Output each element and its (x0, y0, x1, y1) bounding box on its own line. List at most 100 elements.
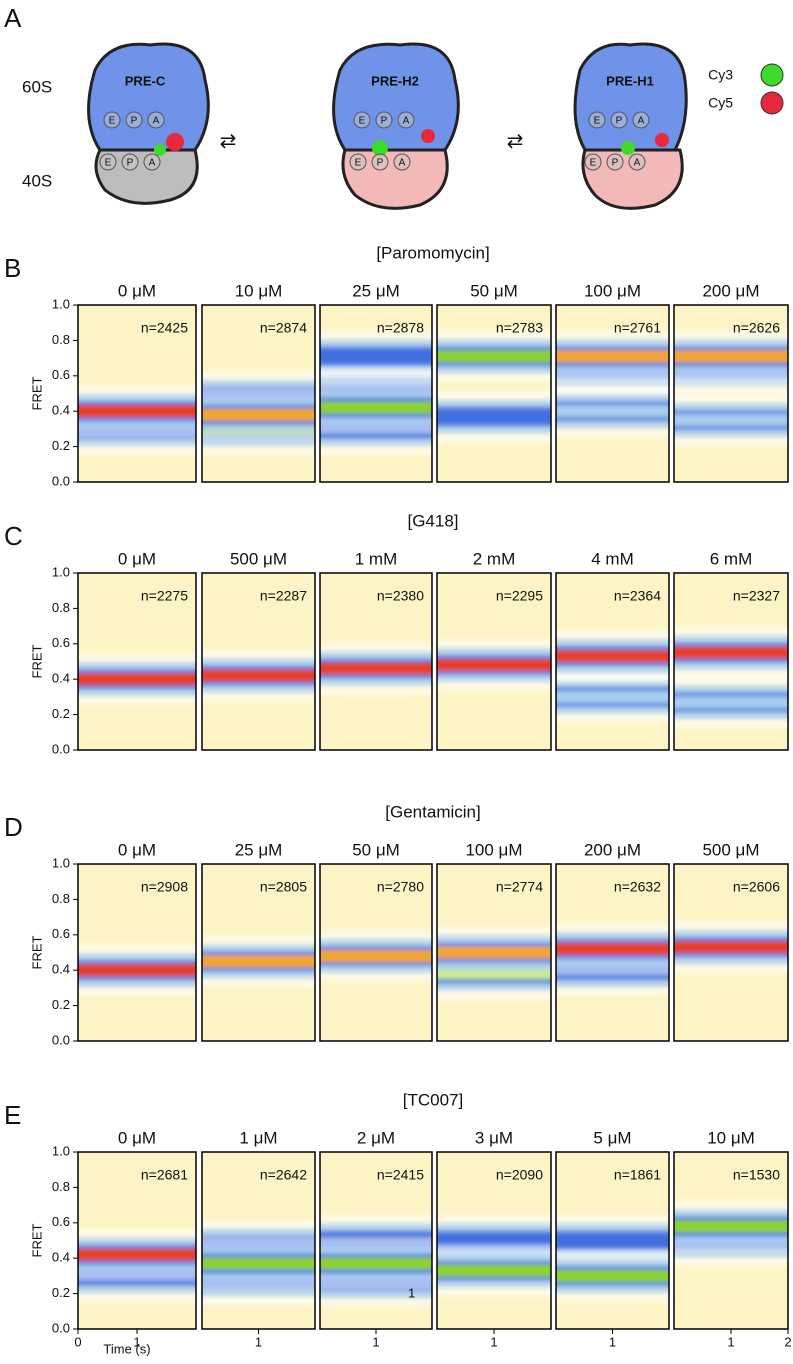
site-label: E (594, 116, 601, 127)
column-label: 3 μM (475, 1128, 513, 1147)
site (99, 153, 117, 171)
site (125, 111, 143, 129)
legend-swatch (760, 63, 784, 87)
y-tick-label: 0.6 (52, 926, 70, 941)
band-core (320, 1257, 432, 1270)
n-label: n=2632 (614, 879, 661, 895)
panel-letter: C (4, 521, 23, 551)
column-label: 10 μM (707, 1128, 755, 1147)
site (628, 153, 646, 171)
bands (556, 330, 669, 438)
site-label: A (403, 116, 410, 127)
contour-panel (673, 1151, 789, 1330)
y-tick-label: 0.4 (52, 1250, 70, 1265)
x-tick-label: 1 (727, 1334, 734, 1349)
contour-panel (555, 1151, 670, 1330)
contour-panel (436, 863, 552, 1042)
site-label: P (131, 116, 138, 127)
bands (320, 930, 432, 983)
panel-frame (673, 572, 789, 751)
n-label: n=2681 (141, 1167, 188, 1183)
bands (437, 1214, 551, 1297)
column-label: 1 μM (239, 1128, 277, 1147)
panel-frame (319, 863, 433, 1042)
y-axis-label: FRET (29, 1223, 44, 1257)
bands (437, 926, 551, 1000)
band-core (556, 650, 669, 663)
column-label: 4 mM (591, 549, 634, 568)
bands (556, 630, 669, 723)
site (588, 111, 606, 129)
site (375, 111, 393, 129)
chart-title: [Paromomycin] (376, 243, 489, 262)
column-label: 50 μM (470, 281, 518, 300)
bands (320, 642, 432, 695)
bands (78, 944, 196, 997)
y-tick-label: 0.6 (52, 1214, 70, 1229)
bands (674, 1200, 788, 1267)
x-tick-label: 2 (784, 1334, 791, 1349)
panel-frame (77, 304, 197, 483)
band-core (437, 410, 551, 423)
band-core (202, 408, 315, 421)
contour-panel (319, 572, 433, 751)
n-label: n=2425 (141, 320, 188, 336)
site (632, 111, 650, 129)
panel-frame (319, 572, 433, 751)
y-tick-label: 0.8 (52, 1179, 70, 1194)
legend-label: Cy3 (708, 67, 733, 83)
y-tick-label: 0.2 (52, 997, 70, 1012)
band-core (556, 1234, 669, 1247)
bands (674, 921, 788, 974)
x-tick-label: 0 (74, 1334, 81, 1349)
n-label: n=2275 (141, 588, 188, 604)
band-core (556, 350, 669, 363)
site (143, 153, 161, 171)
band-core (78, 673, 196, 686)
contour-panel (555, 304, 670, 483)
n-label: n=2380 (377, 588, 424, 604)
state-label: PRE-C (125, 73, 166, 88)
bands (556, 1214, 669, 1302)
y-tick-label: 0.2 (52, 438, 70, 453)
panel-frame (673, 304, 789, 483)
legend-swatch (760, 91, 784, 115)
site (349, 153, 367, 171)
site (103, 111, 121, 129)
n-label: n=2626 (733, 320, 780, 336)
site-label: P (616, 116, 623, 127)
n-label: n=2783 (496, 320, 543, 336)
site-label: E (359, 116, 366, 127)
n-label: n=2415 (377, 1167, 424, 1183)
panel-frame (555, 304, 670, 483)
y-axis-label: FRET (29, 376, 44, 410)
chart-title: [Gentamicin] (385, 802, 480, 821)
band-core (437, 946, 551, 959)
contour-panel (77, 572, 197, 751)
contour-panel (319, 304, 433, 483)
band-core (320, 401, 432, 414)
contour-panel (77, 304, 197, 483)
contour-panel (201, 304, 316, 483)
panel-frame (436, 863, 552, 1042)
site (393, 153, 411, 171)
bands (437, 330, 551, 443)
band-core (674, 1220, 788, 1233)
site (606, 153, 624, 171)
panel-frame (201, 572, 316, 751)
band-core (437, 1234, 551, 1247)
n-label: n=2364 (614, 588, 661, 604)
band-core (78, 405, 196, 418)
column-label: 200 μM (702, 281, 759, 300)
contour-panel (673, 572, 789, 751)
n-label: n=2874 (260, 320, 307, 336)
panel-frame (77, 572, 197, 751)
bands (202, 1219, 315, 1306)
n-label: n=1530 (733, 1167, 780, 1183)
bands (202, 935, 315, 988)
site-label: A (634, 158, 641, 169)
bands (556, 922, 669, 997)
annotation: 1 (408, 1285, 415, 1300)
y-tick-label: 0.8 (52, 600, 70, 615)
bands (78, 385, 196, 455)
